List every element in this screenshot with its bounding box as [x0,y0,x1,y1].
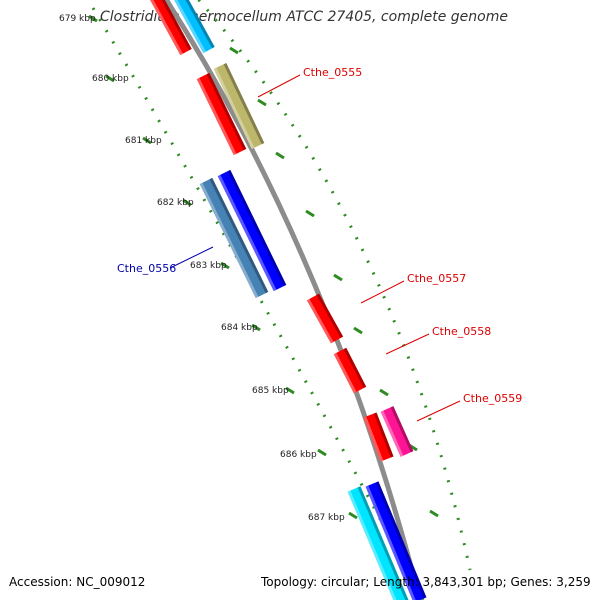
gene-shadow [185,0,215,49]
gene-label[interactable]: Cthe_0555 [303,66,362,79]
gene-shadow [390,406,414,453]
ruler-tick [275,151,285,160]
gene-highlight [196,77,237,156]
gene-highlight [365,485,416,600]
ruler-tick [229,46,239,55]
ruler-tick [333,273,343,282]
gene-features[interactable] [146,0,427,600]
ruler-tick-label: 680 kbp [92,74,129,84]
ruler-tick-label: 683 kbp [190,261,227,271]
ruler-tick-label: 685 kbp [252,386,289,396]
gene-679-red[interactable] [146,0,192,56]
gene-label[interactable]: Cthe_0557 [407,272,466,285]
ruler-tick [182,198,192,207]
topology-text: Topology: circular; Length: 3,843,301 bp… [261,575,591,589]
ruler-track [88,0,472,600]
gene-shadow [161,0,192,51]
gene-679-cyan[interactable] [170,0,215,54]
ruler-tick [88,14,98,23]
gene-cthe-0557[interactable] [306,293,344,344]
ruler-tick-label: 686 kbp [280,450,317,460]
genome-title: Clostridium thermocellum ATCC 27405, com… [100,9,508,25]
callout-line [169,246,214,269]
ruler-tick-label: 687 kbp [308,513,345,523]
gene-highlight [150,0,183,56]
ruler-tick [142,136,152,145]
gene-body[interactable] [217,169,287,292]
gene-cyan-687[interactable] [347,486,410,600]
gene-steel-682[interactable] [199,177,269,299]
gene-highlight [213,67,255,150]
gene-highlight [363,416,384,462]
ruler-tick [379,388,389,397]
ruler-tick [257,98,267,107]
accession-text: Accession: NC_009012 [9,575,146,589]
gene-highlight [333,352,357,394]
callout-line [385,333,430,355]
gene-body[interactable] [380,406,414,457]
gene-label[interactable]: Cthe_0556 [117,262,176,275]
ruler-tick-label: 682 kbp [157,198,194,208]
gene-cthe-0558[interactable] [333,347,367,394]
callout-cthe-0555[interactable]: Cthe_0555 [257,66,362,98]
ruler-tick [348,511,358,520]
gene-body[interactable] [199,177,269,299]
gene-label[interactable]: Cthe_0558 [432,325,491,338]
ruler-tick [317,448,327,457]
gene-shadow [316,293,344,339]
gene-body[interactable] [333,347,367,394]
genome-backbone [163,0,423,600]
gene-red-680[interactable] [196,72,247,156]
ruler-tick [285,386,295,395]
gene-shadow [223,62,265,145]
callout-line [360,280,405,304]
callout-cthe-0557[interactable]: Cthe_0557 [360,272,466,304]
ruler-tick [105,74,115,83]
gene-label[interactable]: Cthe_0559 [463,392,522,405]
ruler-tick [251,323,261,332]
gene-shadow [209,177,269,294]
gene-cthe-0556[interactable] [217,169,287,292]
gene-shadow [375,481,427,599]
ruler-tick-label: 679 kbp [59,14,96,24]
gene-highlight [380,410,404,457]
ruler-tick [353,326,363,335]
gene-body[interactable] [365,481,427,600]
gene-highlight [199,182,259,299]
gene-cthe-0559[interactable] [380,406,414,457]
gene-shadow [227,169,287,287]
ruler-tick [429,509,439,518]
gene-shadow [373,412,394,458]
gene-body[interactable] [213,62,265,150]
gene-cthe-0555[interactable] [213,62,265,150]
gene-highlight [347,490,397,600]
gene-body[interactable] [363,412,394,462]
callout-cthe-0556[interactable]: Cthe_0556 [117,246,214,275]
gene-body[interactable] [170,0,215,54]
gene-shadow [343,347,367,389]
gene-blue-687[interactable] [365,481,427,600]
gene-body[interactable] [347,486,410,600]
ruler-tick-label: 684 kbp [221,323,258,333]
gene-highlight [174,0,206,54]
gene-body[interactable] [196,72,247,156]
gene-shadow [357,486,409,600]
ruler-tick-labels: 679 kbp 680 kbp 681 kbp 682 kbp 683 kbp 684 k… [59,14,345,523]
ruler-tick-label: 681 kbp [125,136,162,146]
gene-red-686[interactable] [363,412,394,462]
gene-callouts[interactable]: Cthe_0555 Cthe_0556 Cthe_0557 Cthe_0558 Cthe… [117,66,522,422]
gene-highlight [306,298,334,344]
gene-body[interactable] [146,0,192,56]
callout-cthe-0559[interactable]: Cthe_0559 [416,392,522,422]
gene-shadow [206,72,247,151]
ruler-tick [220,261,230,270]
ruler-tick [305,209,315,218]
gene-body[interactable] [306,293,344,344]
gene-highlight [217,174,277,292]
ruler-outer-arc [196,0,472,571]
callout-line [257,74,301,98]
callout-cthe-0558[interactable]: Cthe_0558 [385,325,491,355]
callout-line [416,400,461,422]
